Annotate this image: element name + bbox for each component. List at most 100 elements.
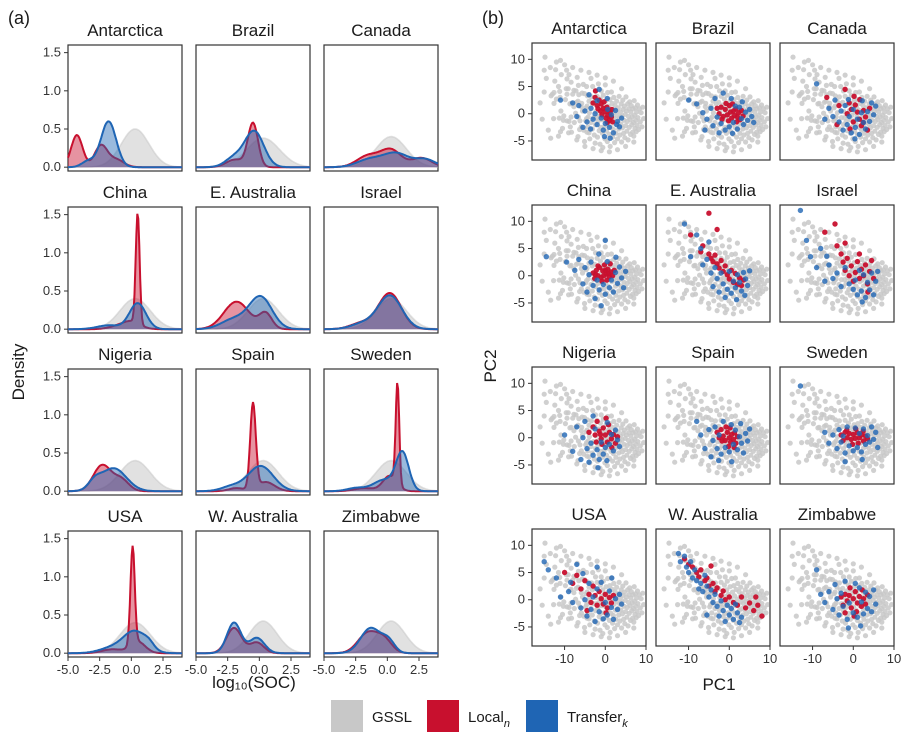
gssl-point xyxy=(889,278,893,284)
gssl-point xyxy=(801,391,807,397)
transfer-point xyxy=(600,451,606,457)
gssl-point xyxy=(799,575,805,582)
gssl-point xyxy=(677,67,683,73)
transfer-point xyxy=(734,447,741,453)
gssl-point xyxy=(566,72,572,78)
gssl-point xyxy=(879,260,885,266)
gssl-point xyxy=(620,583,626,589)
transfer-point xyxy=(734,272,741,278)
gssl-point xyxy=(805,219,812,225)
gssl-point xyxy=(682,234,688,240)
gssl-point xyxy=(815,286,821,292)
gssl-point xyxy=(551,100,557,106)
gssl-point xyxy=(619,86,625,92)
transfer-point xyxy=(844,616,850,622)
gssl-point xyxy=(537,586,543,592)
transfer-point xyxy=(822,278,828,284)
gssl-point xyxy=(553,391,559,397)
gssl-point xyxy=(736,464,742,470)
gssl-point xyxy=(722,634,728,640)
gssl-point xyxy=(763,124,769,130)
gssl-point xyxy=(799,251,805,258)
x-tick-label: 0 xyxy=(850,651,857,666)
transfer-point xyxy=(870,112,877,118)
transfer-point xyxy=(702,445,708,452)
local-point xyxy=(592,272,599,278)
gssl-point xyxy=(567,124,573,130)
gssl-point xyxy=(641,602,645,608)
gssl-point xyxy=(579,424,585,430)
gssl-point xyxy=(809,437,815,443)
local-point xyxy=(604,277,610,283)
gssl-point xyxy=(747,305,753,311)
local-point xyxy=(846,592,852,599)
gssl-point xyxy=(882,446,888,452)
gssl-point xyxy=(663,278,669,284)
gssl-point xyxy=(566,396,572,402)
transfer-point xyxy=(702,572,708,578)
gssl-point xyxy=(814,72,820,78)
local-point xyxy=(838,594,844,600)
gssl-point xyxy=(814,130,820,136)
gssl-point xyxy=(709,610,715,616)
y-tick-label: 5 xyxy=(518,403,525,418)
gssl-point xyxy=(547,64,553,71)
transfer-point xyxy=(710,437,716,444)
gssl-point xyxy=(722,574,728,580)
gssl-point xyxy=(568,438,574,444)
gssl-point xyxy=(836,561,842,568)
gssl-point xyxy=(832,427,838,433)
facet-title: E. Australia xyxy=(670,181,757,200)
density-line-transfer-k xyxy=(196,621,310,655)
transfer-point xyxy=(553,575,560,581)
gssl-point xyxy=(806,594,812,600)
local-point xyxy=(862,601,869,607)
gssl-point xyxy=(711,622,717,628)
local-point xyxy=(834,243,840,249)
y-tick-label: 1.5 xyxy=(43,369,61,384)
gssl-point xyxy=(558,234,564,240)
transfer-point xyxy=(708,270,714,276)
gssl-point xyxy=(805,57,812,64)
legend-key-gssl xyxy=(331,700,363,732)
gssl-point xyxy=(541,553,547,559)
gssl-point xyxy=(815,124,821,130)
gssl-point xyxy=(838,470,844,476)
gssl-point xyxy=(663,602,669,608)
local-point xyxy=(725,118,732,124)
local-point xyxy=(822,229,828,235)
gssl-point xyxy=(706,629,712,636)
gssl-point xyxy=(825,604,831,610)
gssl-point xyxy=(826,67,832,73)
gssl-point xyxy=(606,473,613,479)
transfer-point xyxy=(616,591,623,597)
gssl-point xyxy=(804,115,810,121)
gssl-point xyxy=(694,550,700,557)
local-point xyxy=(710,580,716,587)
gssl-point xyxy=(740,255,746,261)
gssl-point xyxy=(719,243,726,249)
gssl-point xyxy=(823,406,830,412)
gssl-point xyxy=(623,94,629,100)
gssl-point xyxy=(555,619,562,625)
transfer-point xyxy=(590,452,596,458)
gssl-point xyxy=(607,305,613,311)
transfer-point xyxy=(706,239,712,245)
transfer-point xyxy=(606,588,613,594)
gssl-point xyxy=(571,281,577,288)
x-tick-label: -5.0 xyxy=(313,662,335,677)
gssl-point xyxy=(575,244,582,250)
gssl-point xyxy=(885,119,891,125)
gssl-point xyxy=(624,452,630,458)
x-tick-label: 0 xyxy=(726,651,733,666)
gssl-point xyxy=(840,626,846,632)
gssl-point xyxy=(732,575,739,581)
gssl-point xyxy=(723,454,730,460)
gssl-point xyxy=(562,548,568,554)
gssl-point xyxy=(665,67,671,73)
gssl-point xyxy=(614,98,620,104)
gssl-point xyxy=(879,457,885,463)
transfer-point xyxy=(751,119,757,126)
local-point xyxy=(850,596,856,602)
